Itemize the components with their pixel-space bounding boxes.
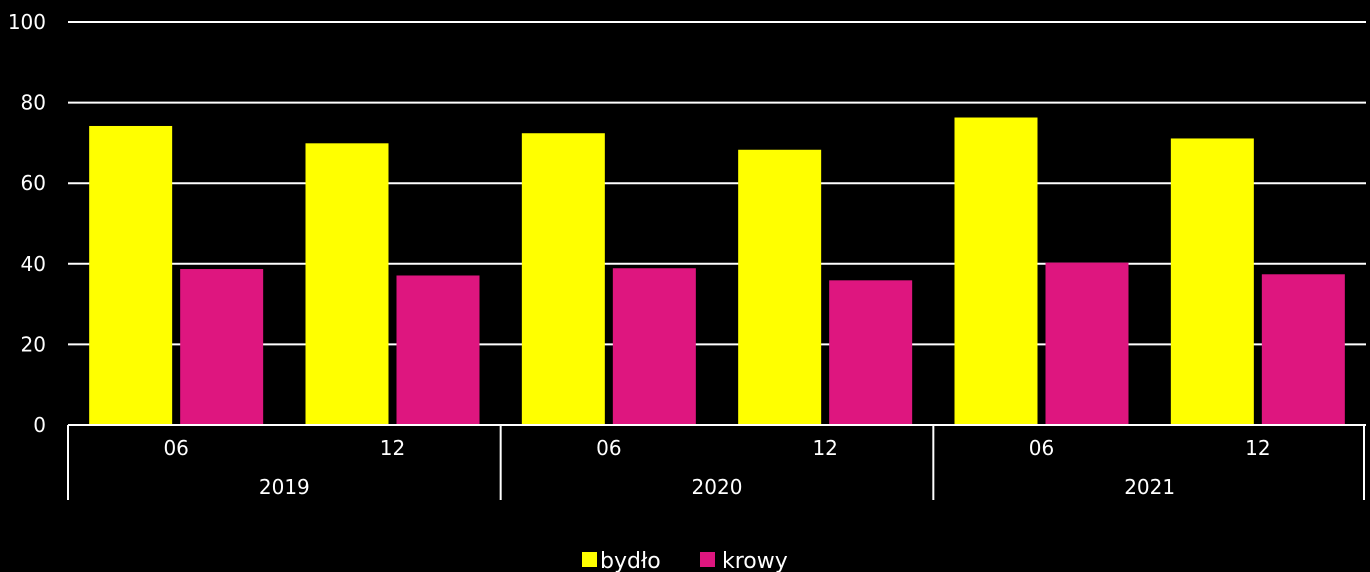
gridlines — [68, 21, 1366, 346]
legend-swatch — [700, 552, 715, 567]
bar-bydlo — [738, 149, 822, 425]
x-tick-label: 12 — [812, 436, 837, 460]
x-axis: 06 12 2019 06 12 2020 06 12 2021 — [67, 424, 1366, 500]
bar-bydlo — [521, 133, 605, 425]
bar-bydlo — [305, 143, 389, 426]
x-group-label: 2019 — [259, 475, 310, 499]
bar-krowy — [612, 268, 696, 425]
bar-krowy — [1261, 274, 1345, 425]
x-tick-label: 12 — [380, 436, 405, 460]
legend: bydło krowy — [582, 549, 788, 572]
bar-krowy — [180, 269, 264, 425]
y-tick-label: 60 — [21, 171, 46, 195]
bar-krowy — [829, 280, 913, 425]
x-tick-label: 06 — [596, 436, 621, 460]
legend-label: krowy — [722, 549, 788, 572]
bar-bydlo — [89, 125, 173, 425]
x-tick-label: 12 — [1245, 436, 1270, 460]
y-tick-label: 80 — [21, 91, 46, 115]
bar-bydlo — [1170, 138, 1254, 426]
y-tick-label: 0 — [33, 413, 46, 437]
y-axis: 0 20 40 60 80 100 — [8, 10, 46, 437]
legend-label: bydło — [600, 549, 661, 572]
bar-krowy — [396, 275, 480, 425]
bar-krowy — [1045, 262, 1129, 425]
y-tick-label: 40 — [21, 252, 46, 276]
x-tick-label: 06 — [1029, 436, 1054, 460]
bar-bydlo — [954, 117, 1038, 426]
legend-swatch — [582, 552, 597, 567]
x-tick-label: 06 — [163, 436, 188, 460]
x-group-label: 2020 — [692, 475, 743, 499]
bars — [89, 117, 1345, 426]
x-group-label: 2021 — [1124, 475, 1175, 499]
y-tick-label: 100 — [8, 10, 46, 34]
y-tick-label: 20 — [21, 332, 46, 356]
